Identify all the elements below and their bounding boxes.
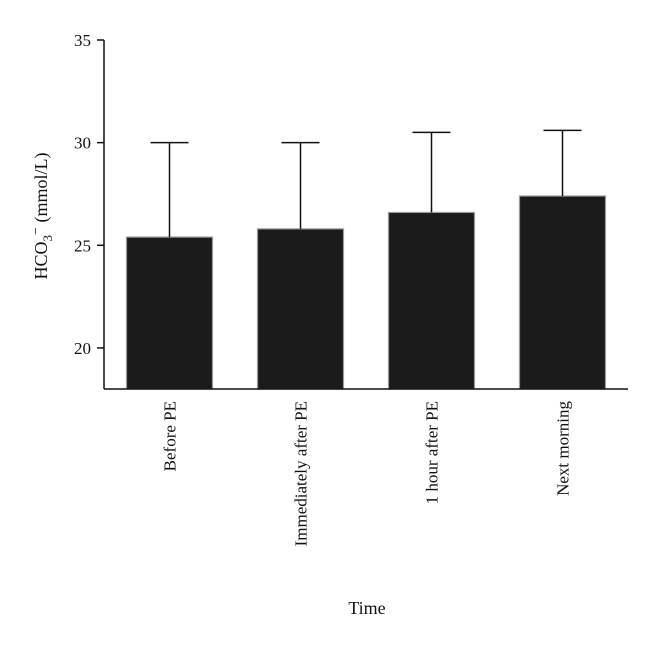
y-axis-title: HCO3− (mmol/L) [29, 153, 55, 280]
bar-1 [256, 228, 345, 390]
plot-area [125, 129, 607, 390]
y-tick-label-3: 35 [74, 31, 91, 50]
y-axis-title-main: HCO [31, 241, 51, 279]
x-category-label-2: 1 hour after PE [423, 401, 442, 504]
y-tick-label-1: 25 [74, 236, 91, 255]
bar-3 [518, 195, 607, 390]
x-category-label-0: Before PE [161, 401, 180, 471]
x-axis-title: Time [348, 598, 385, 618]
y-tick-label-0: 20 [74, 339, 91, 358]
y-axis-title-unit: (mmol/L) [31, 153, 52, 228]
y-axis-title-subscript: 3 [40, 235, 55, 242]
y-axis-title-superscript: − [29, 227, 44, 235]
x-axis: Before PE Immediately after PE 1 hour afte… [104, 388, 628, 546]
y-axis: 20 25 30 35 [74, 31, 105, 389]
x-category-label-3: Next morning [554, 401, 573, 496]
y-tick-label-2: 30 [74, 134, 91, 153]
bar-2 [387, 211, 476, 390]
x-category-label-1: Immediately after PE [292, 401, 311, 546]
bar-0 [125, 236, 214, 390]
